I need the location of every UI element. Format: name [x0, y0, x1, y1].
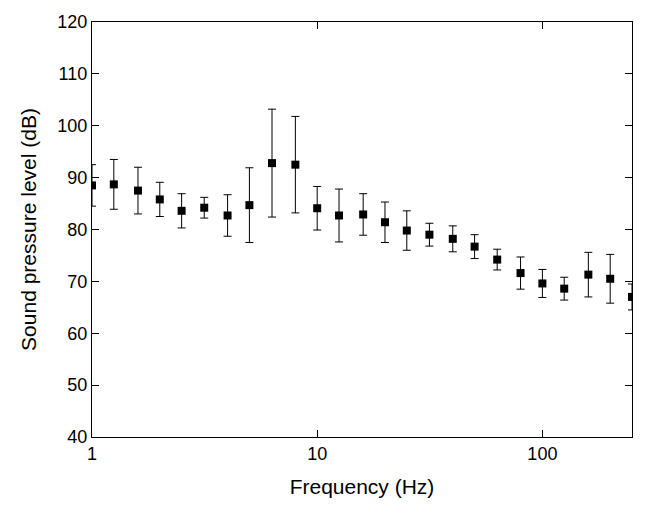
svg-text:Sound pressure level (dB): Sound pressure level (dB) — [17, 108, 40, 351]
svg-text:60: 60 — [67, 324, 87, 344]
svg-text:50: 50 — [67, 375, 87, 395]
svg-text:100: 100 — [527, 444, 557, 464]
svg-text:90: 90 — [67, 168, 87, 188]
svg-text:10: 10 — [307, 444, 327, 464]
svg-text:40: 40 — [67, 427, 87, 447]
svg-text:Frequency (Hz): Frequency (Hz) — [290, 475, 435, 498]
svg-text:110: 110 — [59, 64, 88, 84]
svg-text:120: 120 — [57, 12, 87, 32]
svg-text:80: 80 — [67, 220, 87, 240]
svg-text:1: 1 — [87, 444, 97, 464]
svg-text:70: 70 — [67, 272, 87, 292]
svg-text:100: 100 — [57, 116, 87, 136]
